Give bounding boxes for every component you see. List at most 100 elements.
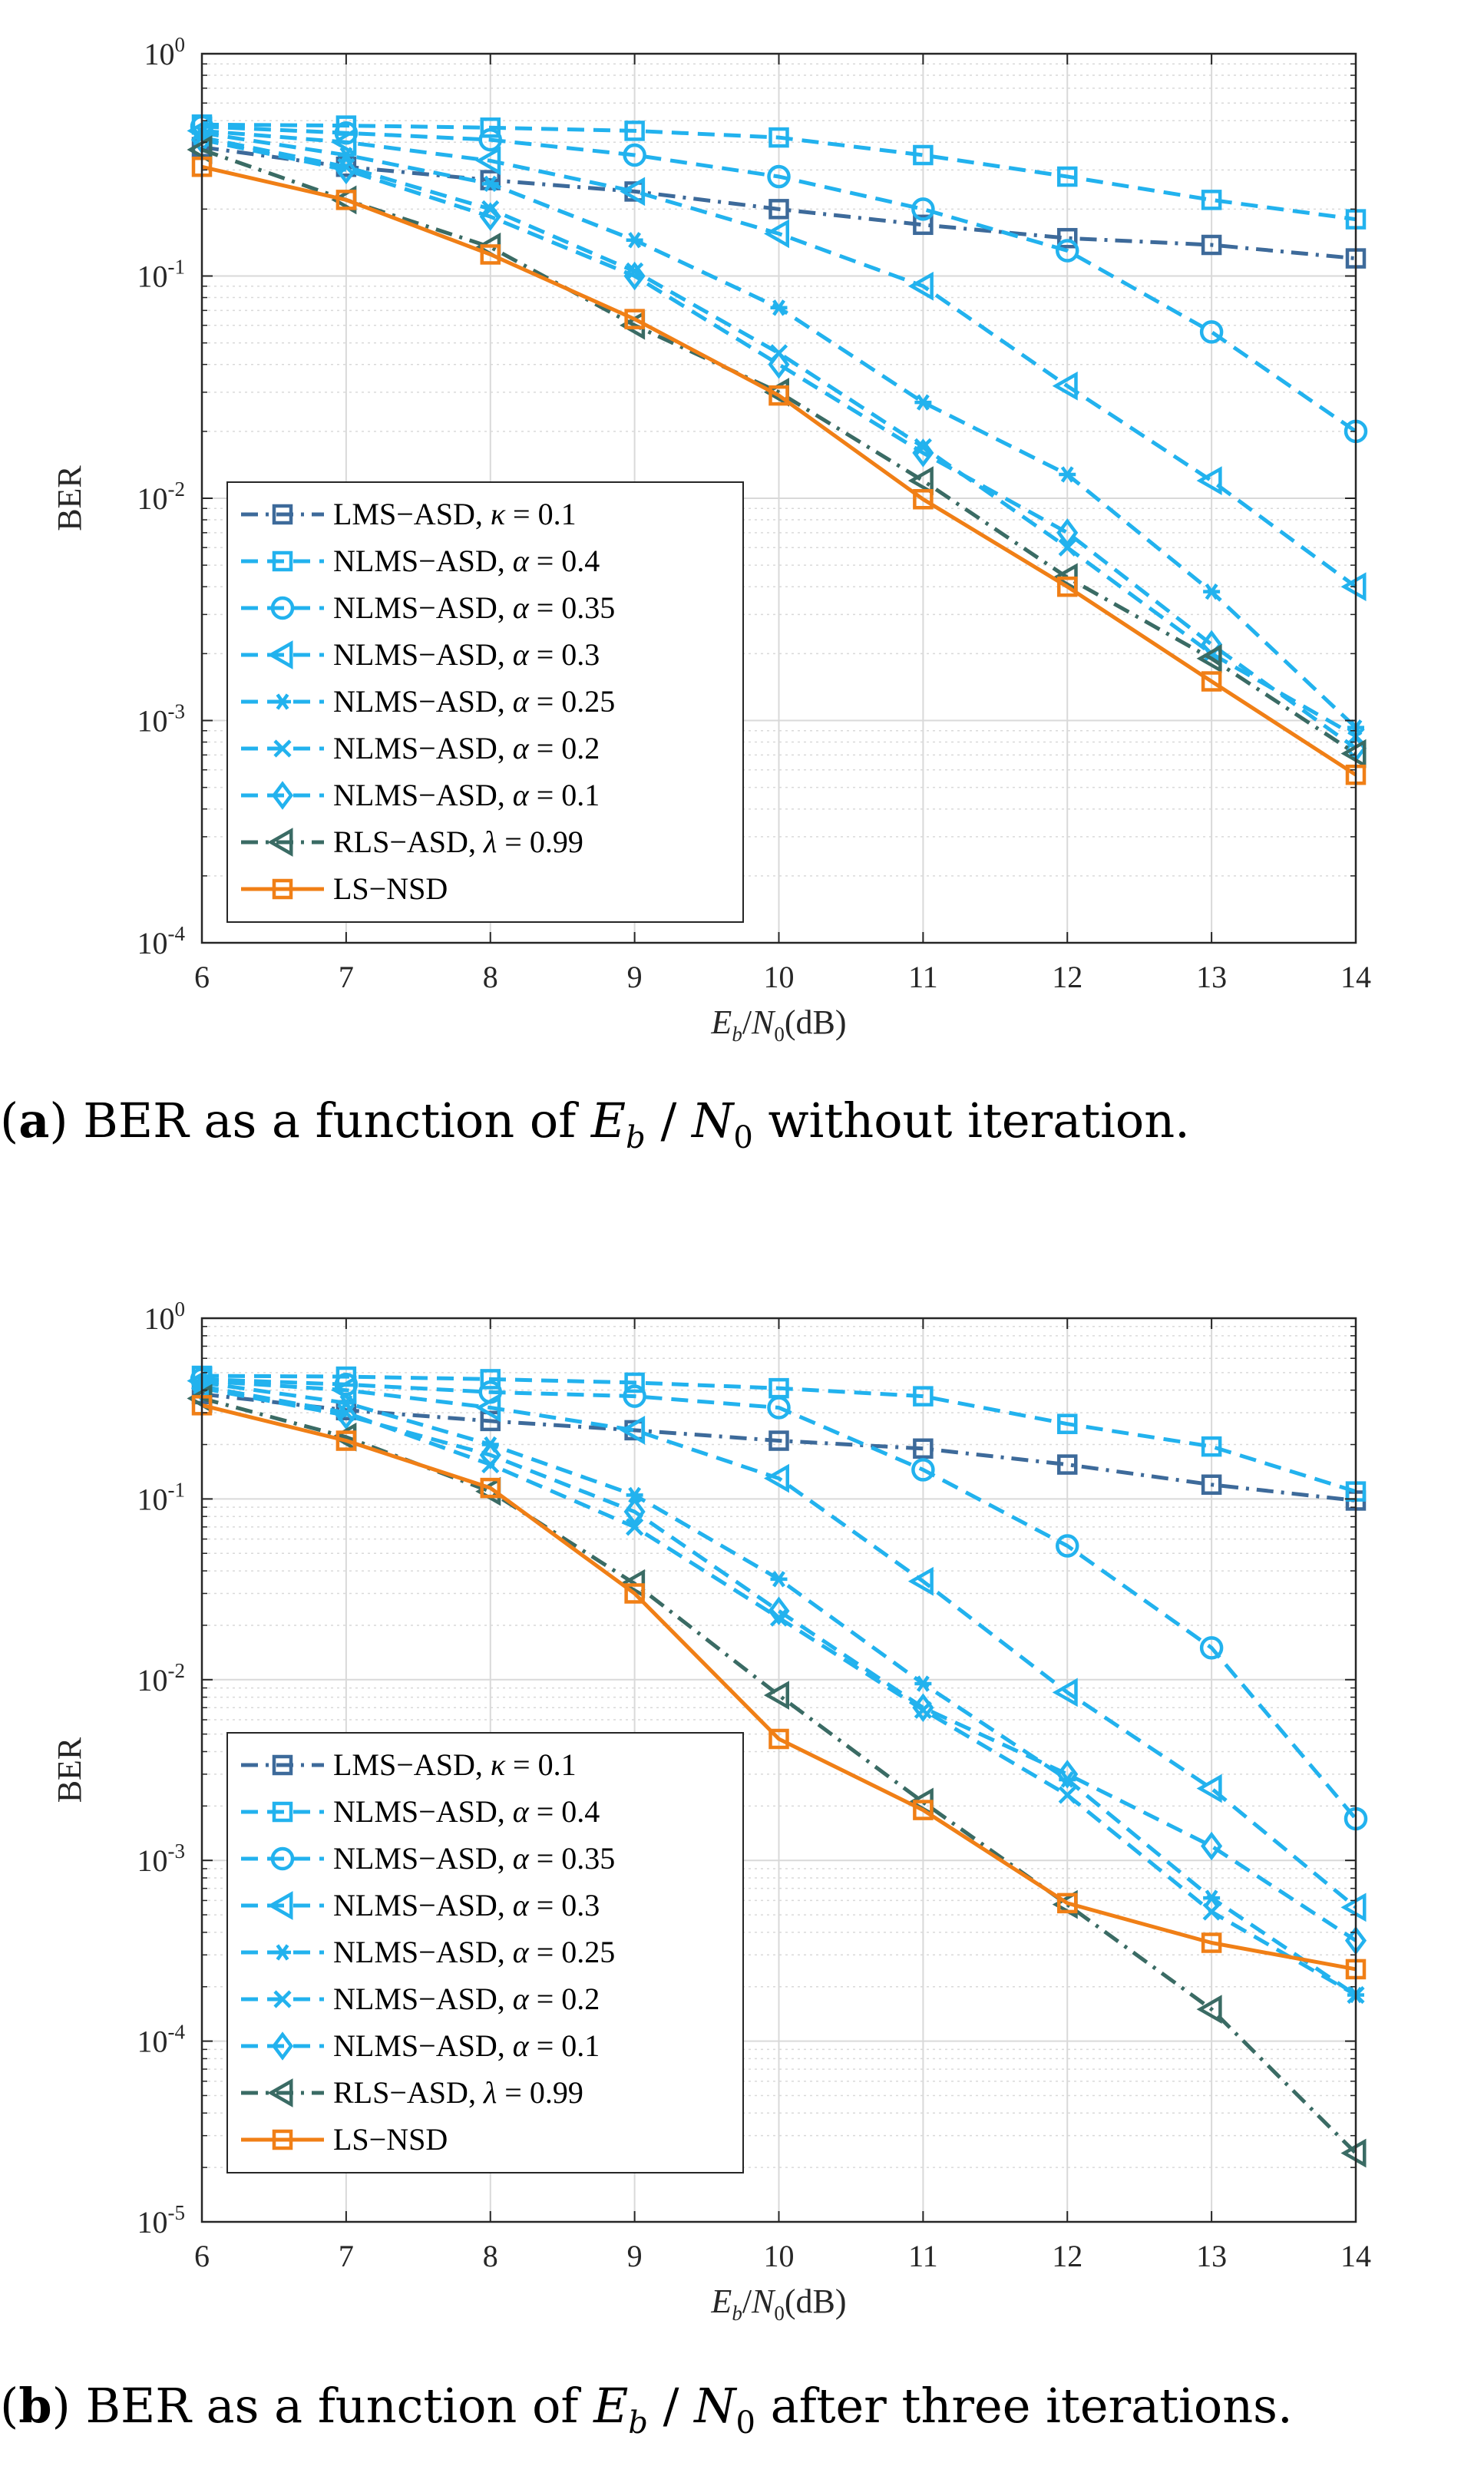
data-point <box>768 385 789 406</box>
legend: LMS−ASD, κ = 0.1 NLMS−ASD, α = 0.4 NLMS−AS… <box>226 1732 744 2173</box>
legend-entry-8: LS−NSD <box>241 871 448 906</box>
x-tick-label: 11 <box>908 2239 938 2273</box>
data-point <box>1057 1454 1078 1475</box>
legend-label: NLMS−ASD, α = 0.35 <box>333 1841 615 1876</box>
data-point <box>1058 538 1076 557</box>
data-point <box>1196 466 1222 495</box>
x-tick-label: 6 <box>194 2239 210 2273</box>
caption-b: (b) BER as a function of Eb / N0 after t… <box>0 2378 1293 2441</box>
data-point <box>187 135 213 164</box>
legend: LMS−ASD, κ = 0.1 NLMS−ASD, α = 0.4 NLMS−AS… <box>226 481 744 923</box>
data-point <box>1052 371 1078 401</box>
data-point <box>1056 239 1079 263</box>
series-line <box>201 124 1357 433</box>
data-point <box>1052 1678 1078 1707</box>
legend-marker <box>272 504 293 525</box>
legend-entry-0: LMS−ASD, κ = 0.1 <box>241 497 577 531</box>
legend-marker <box>272 550 293 572</box>
data-point <box>767 164 791 189</box>
legend-entry-1: NLMS−ASD, α = 0.4 <box>241 544 600 578</box>
legend-label: NLMS−ASD, α = 0.25 <box>333 684 615 719</box>
legend-entry-2: NLMS−ASD, α = 0.35 <box>241 1841 615 1876</box>
data-point <box>1201 1831 1223 1861</box>
y-axis-label: BER <box>51 465 88 531</box>
x-tick-label: 9 <box>627 960 643 994</box>
data-point <box>623 261 646 291</box>
x-tick-label: 10 <box>764 2239 795 2273</box>
data-point <box>1196 1773 1222 1803</box>
data-point <box>335 155 357 185</box>
series-6 <box>190 1373 1367 1955</box>
data-point <box>626 1518 644 1536</box>
series-line <box>201 1377 1357 1820</box>
data-point <box>1201 234 1222 256</box>
data-point <box>1057 166 1078 187</box>
data-point <box>912 1693 934 1723</box>
y-tick-label: 10-1 <box>137 256 186 294</box>
legend-entry-8: LS−NSD <box>241 2122 448 2157</box>
data-point <box>770 1571 788 1588</box>
data-point <box>770 299 788 316</box>
legend-marker <box>272 878 293 900</box>
legend-entry-1: NLMS−ASD, α = 0.4 <box>241 1794 600 1829</box>
data-point <box>624 1583 645 1604</box>
data-point <box>480 170 501 190</box>
chart-panel-b: 6 7 8 9 10 11 12 13 14 100 10-1 10-2 10-3 10-4 10-5 Eb/… <box>51 1297 1371 2325</box>
data-point <box>1201 1436 1222 1457</box>
legend-entry-3: NLMS−ASD, α = 0.3 <box>241 637 600 672</box>
data-point <box>620 1416 646 1445</box>
x-tick-label: 11 <box>908 960 938 994</box>
legend-label: NLMS−ASD, α = 0.1 <box>333 778 600 812</box>
data-point <box>480 117 501 138</box>
series-3 <box>187 1366 1367 1922</box>
data-point <box>331 1375 357 1405</box>
data-point <box>480 1477 501 1499</box>
data-point <box>1199 320 1224 344</box>
legend-marker <box>272 2129 293 2150</box>
legend-label: NLMS−ASD, α = 0.35 <box>333 590 615 625</box>
x-tick-label: 14 <box>1340 2239 1371 2273</box>
legend-label: NLMS−ASD, α = 0.2 <box>333 1982 600 2016</box>
legend-marker <box>273 1990 292 2008</box>
data-point <box>1196 1995 1222 2025</box>
series-line <box>201 1403 1357 1972</box>
legend-entry-4: NLMS−ASD, α = 0.25 <box>241 1935 615 1969</box>
legend-marker <box>267 1891 293 1920</box>
legend-label: NLMS−ASD, α = 0.3 <box>333 1888 600 1922</box>
legend-marker <box>267 640 293 669</box>
series-8 <box>191 1395 1367 1980</box>
x-tick-label: 12 <box>1052 960 1082 994</box>
data-point <box>907 1566 934 1596</box>
x-axis-label: Eb/N0(dB) <box>710 2283 846 2325</box>
series-6 <box>190 125 1367 763</box>
legend-label: NLMS−ASD, α = 0.25 <box>333 1935 615 1969</box>
data-point <box>480 244 501 265</box>
data-point <box>624 121 645 141</box>
data-point <box>763 219 789 249</box>
data-point <box>335 190 357 210</box>
data-point <box>768 1596 790 1626</box>
x-tick-label: 7 <box>339 960 354 994</box>
data-point <box>624 309 645 329</box>
data-point <box>913 214 934 236</box>
legend-marker <box>267 2078 293 2107</box>
data-point <box>1058 1786 1076 1804</box>
data-point <box>1196 643 1222 673</box>
data-point <box>331 127 357 157</box>
data-point <box>913 144 934 166</box>
series-line <box>201 164 1357 777</box>
y-tick-label: 10-4 <box>137 2021 186 2059</box>
x-tick-label: 9 <box>627 2239 643 2273</box>
data-point <box>479 202 501 231</box>
y-tick-label: 100 <box>144 1297 186 1336</box>
y-axis-label: BER <box>51 1737 88 1803</box>
data-point <box>623 1384 646 1408</box>
y-tick-label: 10-3 <box>137 1840 186 1878</box>
data-point <box>907 466 934 495</box>
x-tick-label: 8 <box>483 2239 498 2273</box>
legend-label: RLS−ASD, λ = 0.99 <box>333 2075 583 2110</box>
data-point <box>624 1372 645 1393</box>
data-point <box>1056 1534 1079 1558</box>
legend-marker <box>274 1944 291 1961</box>
data-point <box>475 1393 501 1423</box>
